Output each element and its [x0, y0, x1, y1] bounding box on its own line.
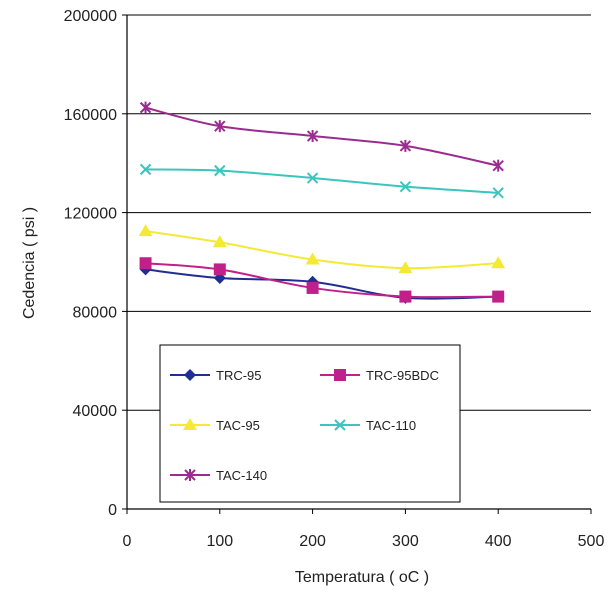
data-point	[139, 163, 152, 176]
y-tick-label: 120000	[64, 206, 117, 223]
legend-label: TRC-95	[216, 368, 262, 383]
data-point	[306, 281, 319, 294]
data-point	[214, 164, 226, 177]
legend-label: TAC-110	[366, 418, 416, 433]
x-tick-label: 500	[578, 533, 605, 550]
data-point	[492, 290, 505, 303]
legend-marker	[183, 418, 197, 430]
series-line	[145, 106, 499, 167]
legend-item-tac-140: TAC-140	[170, 468, 267, 483]
data-point	[306, 172, 319, 184]
series-group	[138, 101, 506, 304]
x-tick-label: 200	[299, 533, 326, 550]
x-axis-title: Temperatura ( oC )	[295, 569, 429, 586]
series-line	[145, 230, 499, 270]
data-point	[138, 224, 153, 237]
data-point	[139, 257, 152, 270]
legend-label: TAC-140	[216, 468, 267, 483]
legend-item-trc-95bdc: TRC-95BDC	[320, 368, 439, 383]
data-point	[491, 256, 506, 269]
legend-label: TAC-95	[216, 418, 260, 433]
data-point	[139, 101, 152, 114]
data-point	[214, 120, 226, 133]
data-point	[399, 290, 412, 303]
series-trc-95bdc	[139, 257, 505, 303]
data-point	[399, 139, 412, 152]
series-tac-95	[138, 224, 506, 274]
legend-marker	[184, 469, 196, 481]
y-axis-title: Cedencia ( psi )	[21, 207, 38, 319]
y-tick-label: 200000	[64, 8, 117, 25]
series-line	[145, 262, 499, 299]
legend-marker	[334, 419, 346, 431]
legend-marker	[334, 369, 346, 381]
data-point	[212, 235, 227, 248]
data-point	[492, 159, 504, 172]
data-point	[492, 187, 504, 199]
series-tac-110	[139, 163, 504, 199]
y-tick-label: 80000	[73, 304, 118, 321]
data-point	[213, 263, 226, 276]
x-tick-label: 100	[206, 533, 233, 550]
x-tick-label: 300	[392, 533, 419, 550]
x-tick-labels: 0 100 200 300 400 500	[123, 533, 605, 550]
legend-label: TRC-95BDC	[366, 368, 439, 383]
series-tac-140	[139, 101, 504, 172]
data-point	[398, 261, 413, 274]
x-tick-label: 0	[123, 533, 132, 550]
series-line	[145, 268, 499, 300]
data-point	[305, 252, 320, 265]
y-tick-label: 160000	[64, 107, 117, 124]
legend: TRC-95 TRC-95BDC TAC-95 TAC-110 TAC-140	[159, 344, 461, 503]
data-point	[306, 130, 319, 143]
legend-item-tac-95: TAC-95	[170, 418, 260, 433]
grid-lines	[127, 14, 591, 411]
legend-item-tac-110: TAC-110	[320, 418, 416, 433]
legend-marker	[184, 369, 196, 381]
y-tick-label: 40000	[73, 403, 118, 420]
y-tick-labels: 0 40000 80000 120000 160000 200000	[64, 8, 117, 519]
legend-item-trc-95: TRC-95	[170, 368, 262, 383]
axes	[122, 14, 592, 514]
x-tick-label: 400	[485, 533, 512, 550]
y-tick-label: 0	[108, 502, 117, 519]
series-line	[145, 168, 499, 194]
data-point	[399, 180, 412, 193]
